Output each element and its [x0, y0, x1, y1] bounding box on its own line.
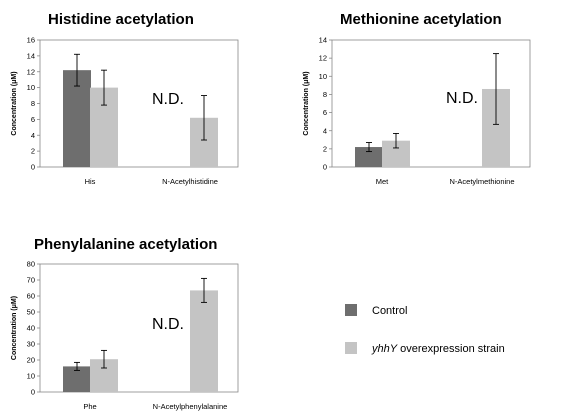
legend-swatch-overexpression: [345, 342, 357, 354]
chart-panel-3: Phenylalanine acetylation 0 10 20 30 40 50 60 70…: [11, 236, 239, 411]
y-tick-label: 6: [31, 115, 35, 124]
y-tick-label: 8: [323, 90, 327, 99]
y-tick-label: 10: [27, 83, 35, 92]
y-tick-label: 8: [31, 99, 35, 108]
y-axis-label: Concentration (μM): [11, 296, 18, 360]
chart-title: Methionine acetylation: [340, 11, 502, 28]
y-axis-label: Concentration (μM): [11, 71, 18, 135]
legend-label-strain-suffix: overexpression strain: [397, 343, 505, 355]
y-axis-label: Concentration (μM): [303, 71, 310, 135]
y-tick-label: 2: [31, 147, 35, 156]
x-tick-label: His: [85, 177, 96, 186]
bar: [355, 147, 383, 167]
y-tick-label: 12: [27, 67, 35, 76]
y-tick-label: 40: [27, 324, 35, 333]
y-tick-label: 4: [323, 126, 327, 135]
y-tick-label: 10: [319, 72, 327, 81]
y-tick-label: 16: [27, 36, 35, 45]
y-tick-label: 60: [27, 292, 35, 301]
chart-panel-2: Methionine acetylation 0 2 4 6 8 10 12 14 Concent…: [303, 11, 531, 186]
y-tick-label: 14: [319, 36, 327, 45]
y-tick-label: 0: [323, 163, 327, 172]
y-tick-label: 20: [27, 356, 35, 365]
y-tick-label: 70: [27, 276, 35, 285]
chart-panel-1: Histidine acetylation 0 2 4 6 8 10 12 14 16 Concen…: [11, 11, 239, 186]
legend: Control yhhY overexpression strain: [345, 304, 505, 355]
x-tick-label: Met: [376, 177, 389, 186]
x-tick-label: N-Acetylphenylalanine: [153, 402, 228, 411]
legend-label-strain-name: yhhY: [371, 343, 398, 355]
y-tick-label: 14: [27, 51, 35, 60]
y-tick-label: 6: [323, 108, 327, 117]
x-tick-label: Phe: [83, 402, 96, 411]
y-tick-label: 12: [319, 54, 327, 63]
y-tick-label: 10: [27, 372, 35, 381]
x-tick-label: N-Acetylmethionine: [449, 177, 514, 186]
legend-label-control: Control: [372, 305, 407, 317]
not-detected-label: N.D.: [446, 90, 478, 107]
plot-frame: [331, 39, 531, 168]
bar: [190, 290, 218, 392]
not-detected-label: N.D.: [152, 316, 184, 333]
legend-label-overexpression: yhhY overexpression strain: [371, 343, 505, 355]
y-tick-label: 0: [31, 388, 35, 397]
y-tick-label: 50: [27, 308, 35, 317]
y-tick-label: 0: [31, 163, 35, 172]
chart-title: Phenylalanine acetylation: [34, 236, 217, 253]
legend-swatch-control: [345, 304, 357, 316]
chart-title: Histidine acetylation: [48, 11, 194, 28]
y-tick-label: 2: [323, 144, 327, 153]
x-tick-label: N-Acetylhistidine: [162, 177, 218, 186]
y-tick-label: 80: [27, 260, 35, 269]
y-tick-label: 4: [31, 131, 35, 140]
not-detected-label: N.D.: [152, 91, 184, 108]
y-tick-label: 30: [27, 340, 35, 349]
